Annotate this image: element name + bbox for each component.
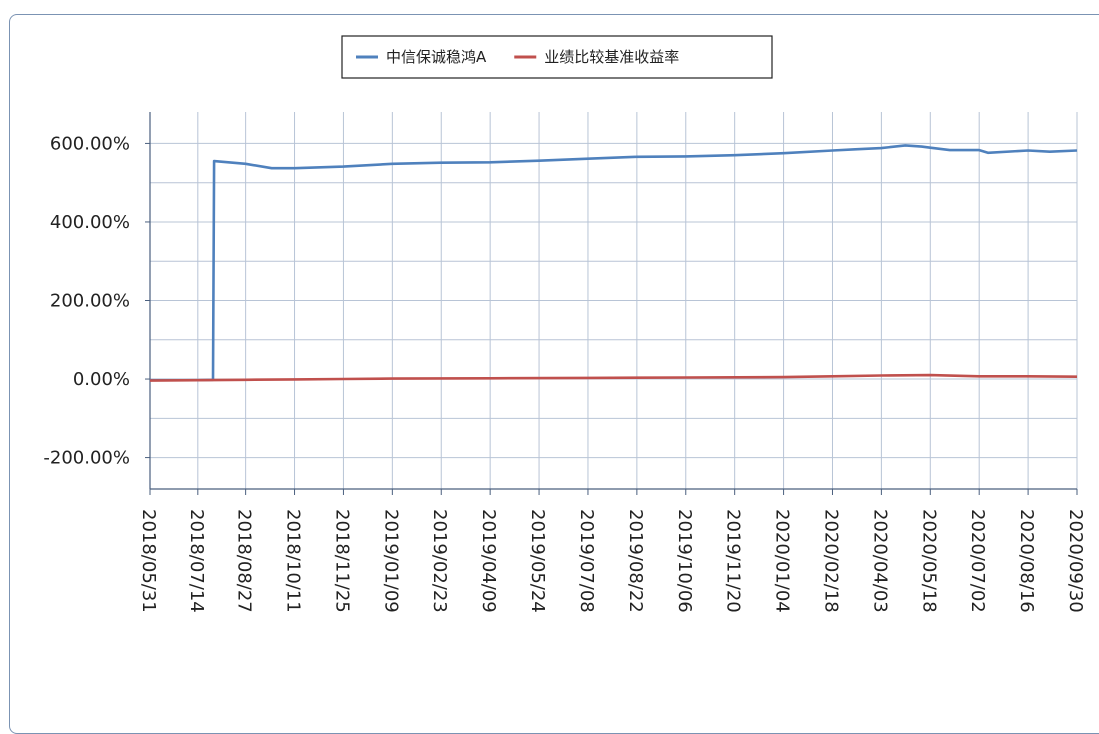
series-lines: [149, 144, 1078, 382]
x-tick-label: 2018/08/27: [234, 509, 255, 613]
x-tick-label: 2019/04/09: [478, 509, 499, 613]
x-tick-label: 2019/10/06: [674, 509, 695, 613]
x-tick-label: 2020/04/03: [869, 509, 890, 613]
series-line: [150, 144, 1078, 382]
legend-label: 中信保诚稳鸿A: [386, 48, 487, 66]
x-tick-label: 2020/08/16: [1016, 509, 1037, 613]
x-tick-label: 2019/07/08: [576, 509, 597, 613]
y-tick-labels: -200.00% 0.00% 200.00% 400.00% 600.00%: [43, 133, 130, 468]
x-tick-label: 2019/05/24: [527, 509, 548, 613]
legend-label: 业绩比较基准收益率: [544, 48, 679, 66]
x-tick-label: 2020/01/04: [772, 509, 793, 613]
line-chart: -200.00% 0.00% 200.00% 400.00% 600.00% 2018/…: [43, 35, 1086, 613]
x-tick-label: 2018/11/25: [331, 509, 352, 613]
x-tick-label: 2018/05/31: [138, 509, 159, 613]
x-tick-label: 2020/02/18: [820, 509, 841, 613]
x-tick-labels: 2018/05/31 2018/07/14 2018/08/27 2018/10/11…: [138, 509, 1086, 613]
y-tick-label: 0.00%: [73, 369, 130, 390]
x-tick-label: 2020/05/18: [918, 509, 939, 613]
legend-box: [341, 35, 773, 79]
x-tick-label: 2018/07/14: [186, 509, 207, 613]
x-tick-label: 2020/07/02: [967, 509, 988, 613]
x-tick-label: 2019/02/23: [429, 509, 450, 613]
y-tick-label: 600.00%: [50, 133, 130, 154]
axes: [145, 112, 1078, 495]
legend: 中信保诚稳鸿A 业绩比较基准收益率: [341, 35, 773, 79]
x-tick-label: 2019/01/09: [380, 509, 401, 613]
x-tick-label: 2019/08/22: [625, 509, 646, 613]
x-tick-label: 2018/10/11: [283, 509, 304, 613]
x-tick-label: 2019/11/20: [723, 509, 744, 613]
x-tick-label: 2020/09/30: [1065, 509, 1086, 613]
y-tick-label: -200.00%: [43, 448, 130, 469]
y-tick-label: 400.00%: [50, 212, 130, 233]
series-line: [149, 373, 1078, 382]
y-tick-label: 200.00%: [50, 291, 130, 312]
